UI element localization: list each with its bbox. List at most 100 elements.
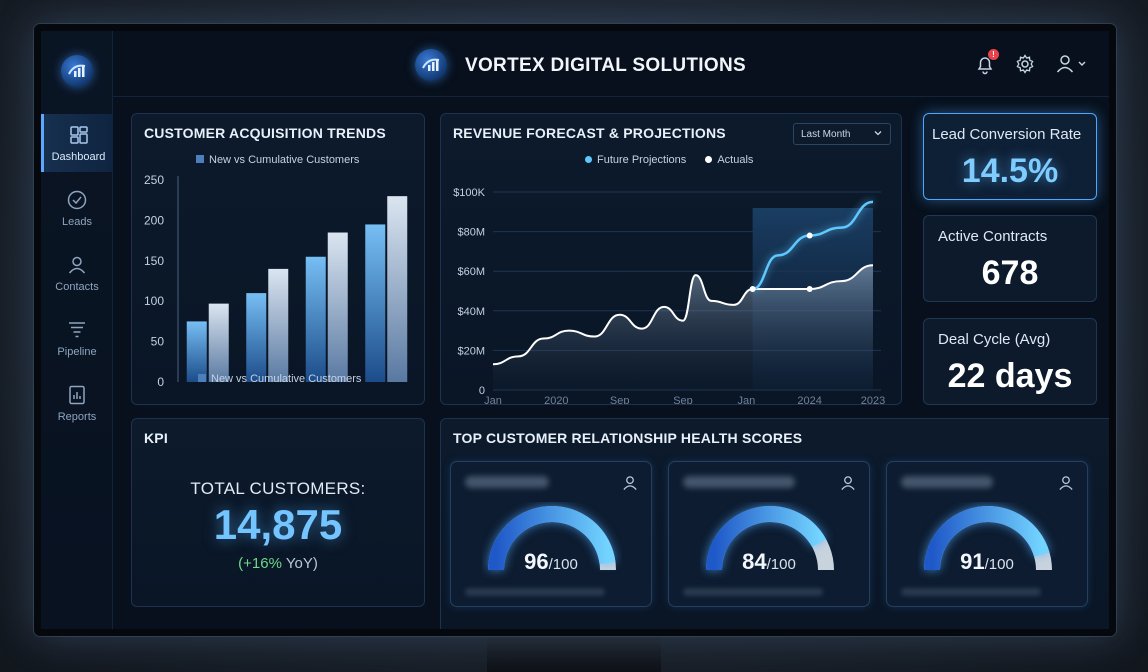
legend-label: New vs Cumulative Customers — [211, 373, 362, 385]
actuals-point — [806, 286, 813, 293]
notification-badge: ! — [988, 49, 999, 60]
report-icon — [69, 385, 85, 404]
bar — [387, 196, 408, 382]
y-tick-label: $40M — [457, 306, 485, 318]
actuals-point — [749, 286, 756, 293]
legend-swatch — [196, 155, 204, 163]
score-value: 96 — [524, 549, 549, 574]
y-tick-label: 100 — [144, 294, 164, 308]
user-icon — [623, 476, 637, 490]
acquisition-bar-chart: 0501001502002501Q12Q23Q34Q4 — [144, 173, 408, 386]
x-tick-label: 2023 — [861, 395, 885, 404]
stat-value: 678 — [981, 254, 1039, 292]
stat-card-conversion[interactable]: Lead Conversion Rate 14.5% — [923, 113, 1097, 200]
kpi-value: 14,875 — [213, 501, 343, 548]
actuals-line — [492, 264, 874, 366]
stat-card-contracts[interactable]: Active Contracts 678 — [923, 215, 1097, 302]
health-card[interactable]: 96/100 — [450, 461, 652, 607]
health-title: TOP CUSTOMER RELATIONSHIP HEALTH SCORES — [453, 430, 803, 446]
sidebar-item-label: Leads — [62, 215, 92, 228]
last-interaction-redacted — [465, 588, 605, 596]
acquisition-legend-bottom: New vs Cumulative Customers — [198, 373, 361, 385]
period-select[interactable]: Last Month — [793, 123, 891, 145]
monitor-stand — [487, 636, 661, 672]
user-icon — [68, 256, 86, 273]
health-gauge — [488, 506, 616, 571]
gauge-fill — [488, 506, 616, 571]
gauge-fill — [924, 506, 1050, 571]
sidebar-item-label: Reports — [57, 410, 97, 423]
funnel-icon — [69, 321, 85, 337]
last-interaction-redacted — [901, 588, 1041, 596]
monitor-frame: Dashboard Leads Contacts Pipeline Report… — [34, 24, 1116, 636]
y-tick-label: $100K — [453, 187, 485, 199]
user-icon — [1059, 476, 1073, 490]
customer-name-redacted — [465, 476, 549, 488]
y-tick-label: 150 — [144, 254, 164, 268]
revenue-title: REVENUE FORECAST & PROJECTIONS — [453, 125, 726, 141]
legend-swatch-projections — [585, 156, 592, 163]
health-card[interactable]: 84/100 — [668, 461, 870, 607]
customer-name-redacted — [901, 476, 993, 488]
sidebar-item-reports[interactable]: Reports — [41, 374, 113, 432]
revenue-panel: REVENUE FORECAST & PROJECTIONS Last Mont… — [440, 113, 902, 405]
user-menu-button[interactable] — [1055, 53, 1091, 80]
check-circle-icon — [67, 190, 87, 209]
last-interaction-redacted — [683, 588, 823, 596]
legend-label: Actuals — [717, 154, 754, 166]
legend-label: New vs Cumulative Customers — [209, 154, 360, 166]
x-tick-label: Sep — [673, 395, 693, 404]
kpi-growth: (+16% YoY) — [132, 555, 424, 572]
top-header: VORTEX DIGITAL SOLUTIONS ! — [113, 31, 1109, 97]
x-tick-label: 2024 — [797, 395, 821, 404]
sidebar-item-pipeline[interactable]: Pipeline — [41, 309, 113, 367]
acquisition-panel: CUSTOMER ACQUISITION TRENDS New vs Cumul… — [131, 113, 425, 405]
health-score: 84/100 — [669, 549, 869, 575]
bar — [268, 268, 289, 382]
sidebar-item-contacts[interactable]: Contacts — [41, 244, 113, 302]
dashboard-screen: Dashboard Leads Contacts Pipeline Report… — [41, 31, 1109, 629]
revenue-line-chart: 0 $20M $40M $60M $80M $100K Jan 2020 Sep Sep Jan 20… — [453, 187, 885, 404]
bar — [208, 303, 229, 382]
bell-icon — [977, 57, 993, 75]
page-title: VORTEX DIGITAL SOLUTIONS — [465, 55, 746, 76]
health-panel: TOP CUSTOMER RELATIONSHIP HEALTH SCORES … — [440, 418, 1109, 629]
x-tick-label: Sep — [610, 395, 630, 404]
bar — [365, 224, 386, 382]
sidebar-item-leads[interactable]: Leads — [41, 179, 113, 237]
bar — [305, 256, 326, 382]
x-tick-label: 2020 — [544, 395, 568, 404]
y-tick-label: $20M — [457, 345, 485, 357]
stat-card-deal-cycle[interactable]: Deal Cycle (Avg) 22 days — [923, 318, 1097, 405]
kpi-label: TOTAL CUSTOMERS: — [190, 479, 366, 498]
settings-button[interactable] — [1014, 53, 1036, 80]
stat-label: Lead Conversion Rate — [932, 126, 1082, 143]
acquisition-title: CUSTOMER ACQUISITION TRENDS — [144, 125, 386, 141]
y-tick-label: 0 — [479, 385, 485, 397]
sidebar-item-label: Contacts — [55, 280, 99, 293]
y-tick-label: 0 — [157, 375, 164, 386]
stat-label: Deal Cycle (Avg) — [938, 331, 1051, 348]
x-tick-label: Jan — [737, 395, 755, 404]
actuals-area — [493, 265, 873, 390]
kpi-growth-suffix: YoY) — [281, 555, 318, 572]
sidebar-item-dashboard[interactable]: Dashboard — [41, 114, 113, 172]
user-icon — [841, 476, 855, 490]
projection-point — [806, 232, 813, 239]
bar — [246, 293, 267, 382]
notifications-button[interactable]: ! — [974, 49, 999, 80]
y-tick-label: 250 — [144, 173, 164, 187]
bar — [186, 321, 207, 382]
health-score: 91/100 — [887, 549, 1087, 575]
health-card[interactable]: 91/100 — [886, 461, 1088, 607]
score-max: /100 — [984, 556, 1014, 573]
legend-swatch-actuals — [705, 156, 713, 163]
user-avatar-icon — [1056, 55, 1086, 73]
score-max: /100 — [766, 556, 796, 573]
kpi-growth-percent: (+16% — [238, 555, 282, 572]
brand-logo-icon[interactable] — [61, 55, 93, 87]
gear-icon — [1016, 54, 1034, 74]
stat-value: 22 days — [947, 357, 1073, 395]
health-score: 96/100 — [451, 549, 651, 575]
legend-swatch — [198, 374, 206, 382]
